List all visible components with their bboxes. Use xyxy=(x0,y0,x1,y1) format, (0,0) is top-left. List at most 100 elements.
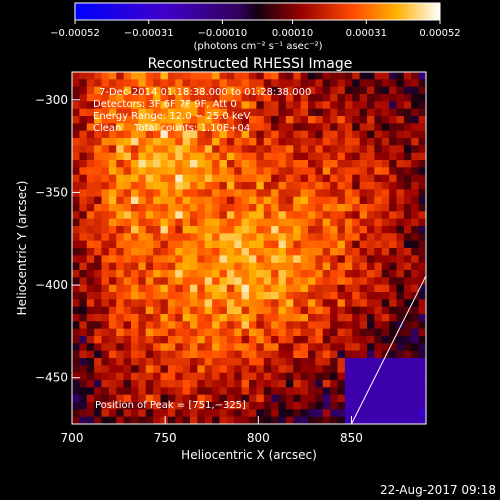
heatmap-cell xyxy=(116,130,125,139)
heatmap-cell xyxy=(219,365,228,374)
heatmap-cell xyxy=(300,255,309,264)
heatmap-cell xyxy=(145,365,154,374)
heatmap-cell xyxy=(197,328,206,337)
heatmap-cell xyxy=(160,72,169,80)
heatmap-cell xyxy=(249,394,257,403)
heatmap-cell xyxy=(322,160,331,168)
heatmap-cell xyxy=(418,211,426,220)
heatmap-cell xyxy=(411,189,420,198)
heatmap-cell xyxy=(241,138,250,146)
heatmap-cell xyxy=(308,86,316,95)
heatmap-cell xyxy=(337,101,346,110)
heatmap-cell xyxy=(285,255,294,264)
heatmap-cell xyxy=(204,101,213,110)
heatmap-cell xyxy=(359,174,368,183)
heatmap-cell xyxy=(160,160,169,168)
heatmap-cell xyxy=(271,152,279,161)
heatmap-cell xyxy=(175,394,184,403)
heatmap-cell xyxy=(381,182,390,190)
heatmap-cell xyxy=(403,94,412,102)
heatmap-cell xyxy=(330,196,338,205)
heatmap-cell xyxy=(256,182,265,190)
heatmap-cell xyxy=(167,416,176,424)
heatmap-cell xyxy=(315,336,324,344)
heatmap-cell xyxy=(271,336,279,344)
heatmap-cell xyxy=(160,328,169,337)
heatmap-cell xyxy=(352,72,361,80)
heatmap-cell xyxy=(226,394,235,403)
heatmap-cell xyxy=(138,138,147,146)
heatmap-cell xyxy=(190,138,198,146)
heatmap-cell xyxy=(315,321,324,330)
heatmap-cell xyxy=(344,108,353,117)
heatmap-cell xyxy=(72,218,80,227)
heatmap-cell xyxy=(226,130,235,139)
heatmap-cell xyxy=(256,292,265,300)
heatmap-cell xyxy=(108,277,117,286)
heatmap-cell xyxy=(182,409,191,418)
heatmap-cell xyxy=(411,145,420,154)
heatmap-cell xyxy=(344,358,353,366)
heatmap-cell xyxy=(153,270,161,278)
heatmap-cell xyxy=(182,152,191,161)
heatmap-cell xyxy=(344,138,353,146)
heatmap-cell xyxy=(315,240,324,249)
heatmap-cell xyxy=(167,299,176,308)
heatmap-cell xyxy=(396,248,405,256)
heatmap-cell xyxy=(101,336,110,344)
heatmap-cell xyxy=(389,394,397,403)
heatmap-cell xyxy=(337,284,346,293)
heatmap-cell xyxy=(86,416,95,424)
heatmap-cell xyxy=(131,130,139,139)
heatmap-cell xyxy=(271,372,279,381)
heatmap-cell xyxy=(219,240,228,249)
heatmap-cell xyxy=(138,152,147,161)
heatmap-cell xyxy=(367,365,375,374)
heatmap-cell xyxy=(278,138,287,146)
heatmap-cell xyxy=(256,94,265,102)
heatmap-cell xyxy=(337,336,346,344)
heatmap-cell xyxy=(234,248,243,256)
heatmap-cell xyxy=(123,130,132,139)
heatmap-cell xyxy=(160,292,169,300)
heatmap-cell xyxy=(256,387,265,396)
heatmap-cell xyxy=(138,123,147,132)
heatmap-cell xyxy=(381,321,390,330)
heatmap-cell xyxy=(190,299,198,308)
heatmap-cell xyxy=(263,299,272,308)
heatmap-cell xyxy=(175,336,184,344)
heatmap-cell xyxy=(367,416,375,424)
heatmap-cell xyxy=(160,262,169,271)
heatmap-cell xyxy=(234,160,243,168)
heatmap-cell xyxy=(359,108,368,117)
heatmap-cell xyxy=(190,372,198,381)
heatmap-cell xyxy=(278,306,287,315)
heatmap-cell xyxy=(263,394,272,403)
heatmap-cell xyxy=(285,350,294,359)
heatmap-cell xyxy=(396,277,405,286)
heatmap-cell xyxy=(418,233,426,242)
heatmap-cell xyxy=(352,211,361,220)
heatmap-cell xyxy=(411,394,420,403)
heatmap-cell xyxy=(226,211,235,220)
heatmap-cell xyxy=(381,336,390,344)
heatmap-cell xyxy=(175,299,184,308)
heatmap-cell xyxy=(182,94,191,102)
heatmap-cell xyxy=(167,336,176,344)
heatmap-cell xyxy=(94,277,102,286)
heatmap-cell xyxy=(344,86,353,95)
heatmap-cell xyxy=(263,306,272,315)
heatmap-cell xyxy=(285,292,294,300)
heatmap-cell xyxy=(411,314,420,322)
heatmap-cell xyxy=(263,277,272,286)
heatmap-cell xyxy=(116,101,125,110)
heatmap-cell xyxy=(108,116,117,124)
heatmap-cell xyxy=(403,86,412,95)
heatmap-cell xyxy=(263,72,272,80)
heatmap-cell xyxy=(167,240,176,249)
heatmap-cell xyxy=(212,277,220,286)
heatmap-cell xyxy=(116,314,125,322)
heatmap-cell xyxy=(322,387,331,396)
heatmap-cell xyxy=(344,233,353,242)
heatmap-cell xyxy=(153,365,161,374)
